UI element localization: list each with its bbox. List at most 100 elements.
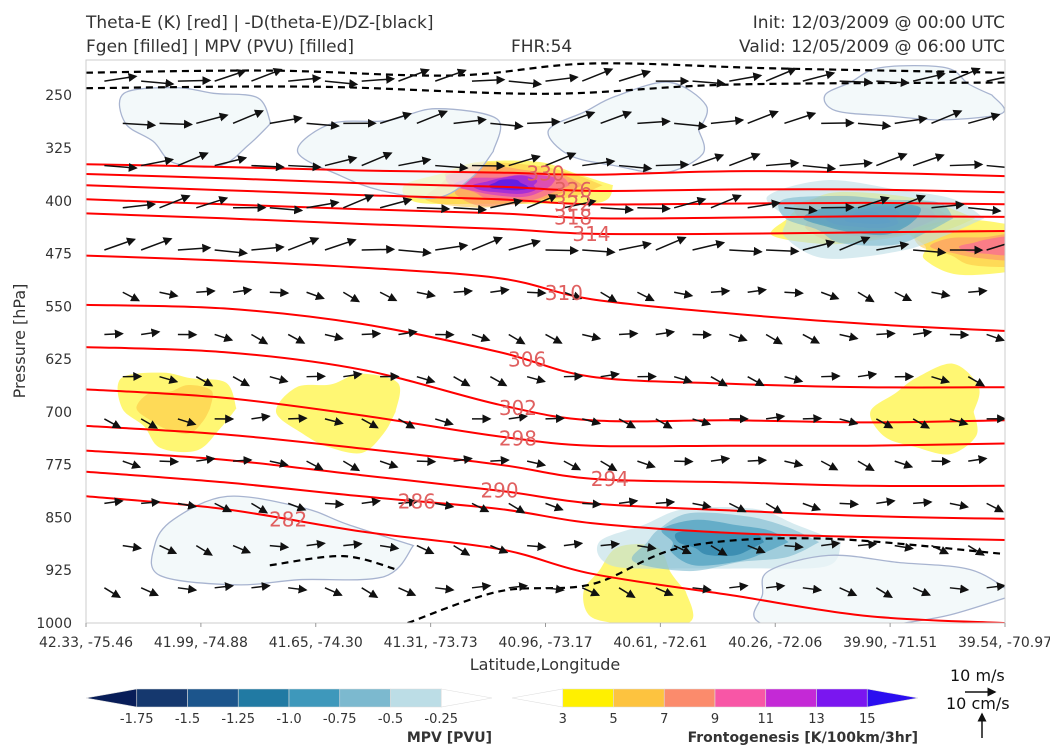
- y-tick-label: 625: [45, 352, 72, 368]
- wind-vector: [857, 121, 892, 130]
- theta-e-label: 302: [499, 396, 537, 420]
- wind-vector: [490, 121, 524, 131]
- wind-vector: [214, 69, 247, 82]
- y-tick-label: 700: [45, 405, 72, 421]
- wind-vector: [618, 329, 639, 339]
- wind-vector: [673, 196, 707, 209]
- wind-vector: [931, 289, 951, 299]
- wind-vector: [747, 110, 779, 125]
- mpv-colorbar-segment: [390, 688, 442, 708]
- wind-vector: [912, 328, 933, 338]
- theta-e-label: 326: [554, 178, 592, 202]
- wind-vector: [141, 328, 161, 338]
- wind-vector: [471, 236, 503, 251]
- stability-contour: [86, 62, 1005, 77]
- wind-vector: [784, 111, 817, 125]
- wind-vector: [692, 417, 712, 427]
- fgen-colorbar-segment: [765, 688, 817, 708]
- wind-vector: [1004, 207, 1005, 208]
- wind-vector: [159, 290, 179, 299]
- wind-vector: [104, 497, 124, 507]
- wind-vector: [1004, 460, 1005, 462]
- wind-vector: [692, 153, 725, 167]
- wind-vector: [784, 541, 804, 551]
- wind-vector: [545, 246, 579, 256]
- wind-vector: [729, 246, 763, 256]
- y-tick-label: 400: [45, 194, 72, 210]
- wind-vector: [802, 584, 823, 594]
- wind-vector: [140, 156, 175, 167]
- wind-vector: [508, 333, 526, 345]
- mpv-fill: [674, 530, 764, 557]
- wind-vector: [710, 194, 742, 209]
- theta-e-label: 294: [591, 467, 629, 491]
- y-tick-label: 325: [45, 141, 72, 157]
- wind-vector: [214, 333, 234, 342]
- wind-vector: [453, 204, 488, 214]
- theta-e-contours: [86, 163, 1005, 623]
- theta-e-label: 298: [499, 426, 537, 450]
- wind-vector: [931, 544, 950, 555]
- wind-vector: [269, 114, 303, 125]
- wind-vector: [103, 587, 122, 599]
- wind-vector: [618, 163, 653, 173]
- theta-e-contour: [86, 303, 1005, 389]
- wind-vector: [306, 120, 340, 130]
- fgen-colorbar-tick: 3: [559, 712, 567, 727]
- wind-vector: [527, 117, 561, 127]
- wind-vector: [343, 194, 375, 209]
- wind-vector: [453, 455, 473, 465]
- wind-vector: [159, 194, 191, 209]
- wind-key: 10 m/s 10 cm/s: [946, 666, 1010, 738]
- fgen-colorbar-tick: 5: [609, 712, 617, 727]
- wind-vector: [747, 544, 766, 554]
- wind-vector: [692, 500, 712, 510]
- wind-vector: [379, 291, 398, 302]
- wind-vector: [600, 370, 620, 380]
- wind-vector: [637, 460, 656, 469]
- wind-vector: [563, 539, 584, 549]
- wind-vector: [857, 195, 890, 209]
- wind-vector: [766, 246, 800, 256]
- mpv-colorbar-tick: -0.75: [323, 712, 357, 727]
- stability-contour: [269, 554, 399, 572]
- theta-e-label: 318: [554, 205, 592, 229]
- wind-vector: [1004, 376, 1005, 378]
- wind-vector: [324, 237, 357, 251]
- wind-vector: [802, 333, 821, 344]
- wind-vector: [140, 237, 173, 251]
- wind-vector: [434, 68, 467, 82]
- mpv-colorbar-tick: -1.5: [175, 712, 200, 727]
- fgen-colorbar-label: Frontogenesis [K/100km/3hr]: [688, 730, 918, 746]
- wind-vector: [710, 544, 728, 556]
- wind-vector: [563, 371, 584, 381]
- wind-vector: [582, 499, 602, 509]
- wind-vector: [471, 75, 506, 85]
- wind-vector: [582, 332, 602, 342]
- wind-vector: [269, 542, 290, 552]
- mpv-colorbar-segment: [440, 688, 493, 708]
- wind-vector: [232, 544, 252, 554]
- wind-vector: [251, 333, 269, 345]
- wind-vector: [526, 375, 546, 384]
- wind-vector: [839, 236, 871, 251]
- wind-vector: [967, 376, 986, 387]
- wind-vector: [637, 203, 671, 213]
- wind-vector: [508, 78, 543, 88]
- wind-vector: [674, 289, 694, 299]
- wind-vector: [582, 247, 616, 257]
- wind-vector: [214, 247, 248, 257]
- wind-vector: [563, 110, 596, 125]
- wind-vector: [379, 111, 413, 125]
- wind-vector: [269, 205, 304, 215]
- mpv-colorbar-tick: -0.25: [424, 712, 458, 727]
- y-tick-label: 775: [45, 458, 72, 474]
- mpv-colorbar-label: MPV [PVU]: [407, 730, 492, 746]
- wind-vector: [839, 587, 858, 597]
- wind-vector: [655, 587, 674, 597]
- wind-vector: [765, 582, 786, 592]
- wind-vector: [839, 77, 874, 87]
- wind-vector: [434, 417, 454, 427]
- mpv-colorbar-segment: [136, 688, 188, 708]
- wind-vector: [986, 243, 1005, 251]
